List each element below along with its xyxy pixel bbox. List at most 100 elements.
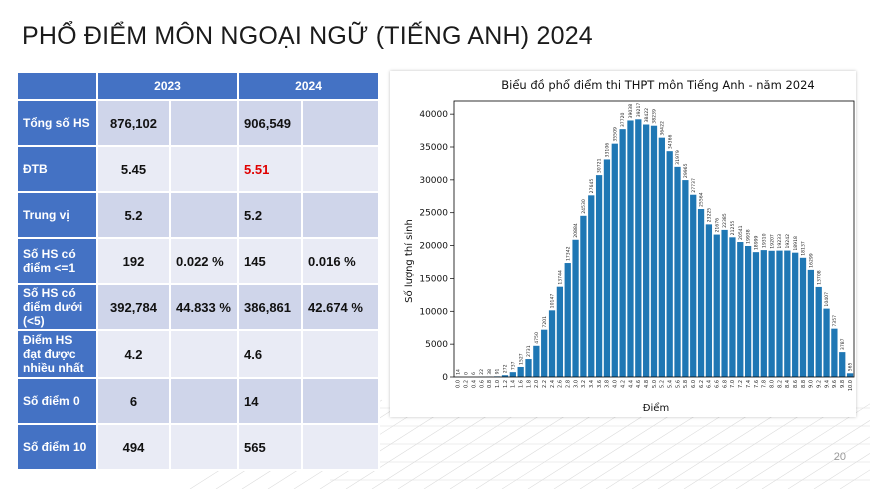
bar-1.8 <box>525 359 532 377</box>
bar-value-label: 35509 <box>612 127 618 142</box>
bar-6.6 <box>713 234 720 377</box>
bar-2.6 <box>556 286 564 377</box>
x-tick-label: 8.4 <box>785 380 791 388</box>
bar-value-label: 17342 <box>565 246 571 261</box>
bar-value-label: 14 <box>456 369 462 375</box>
bar-6.4 <box>705 224 713 377</box>
x-tick-label: 2.2 <box>542 380 548 388</box>
value-2023: 494 <box>96 423 171 471</box>
bar-value-label: 20541 <box>738 225 744 240</box>
bar-value-label: 13744 <box>557 270 563 285</box>
percent-2023 <box>168 99 240 147</box>
bar-7.4 <box>744 245 752 377</box>
percent-2024 <box>301 377 381 425</box>
bar-value-label: 19207 <box>769 234 775 249</box>
x-axis-label: Điểm <box>643 401 669 414</box>
x-tick-label: 9.0 <box>809 380 815 388</box>
bar-value-label: 19938 <box>746 229 752 244</box>
x-tick-label: 3.0 <box>573 380 579 388</box>
x-tick-label: 9.4 <box>824 380 830 388</box>
value-2024: 14 <box>237 377 304 425</box>
percent-2024 <box>301 329 381 379</box>
x-tick-label: 3.6 <box>597 380 603 388</box>
x-tick-label: 8.0 <box>769 380 775 388</box>
percent-2024: 42.674 % <box>301 283 381 331</box>
bar-4.0 <box>611 143 618 377</box>
table-row: Trung vị 5.2 5.2 <box>16 191 381 239</box>
value-2024: 386,861 <box>237 283 304 331</box>
bar-value-label: 36422 <box>659 121 665 136</box>
x-tick-label: 9.6 <box>832 380 838 388</box>
bar-4.8 <box>643 124 650 377</box>
x-tick-label: 9.2 <box>817 380 823 388</box>
table-row: Số HS có điểm dưới (<5) 392,784 44.833 %… <box>16 283 381 331</box>
bar-5.2 <box>658 137 665 377</box>
row-label: ĐTB <box>16 145 98 193</box>
x-tick-label: 7.0 <box>730 380 736 388</box>
x-tick-label: 0.8 <box>487 380 493 388</box>
header-2024: 2024 <box>237 71 381 101</box>
row-label: Số HS có điểm <=1 <box>16 237 98 285</box>
bars <box>454 119 854 378</box>
percent-2024 <box>301 145 381 193</box>
y-tick-label: 10000 <box>419 307 448 317</box>
x-tick-label: 3.8 <box>605 380 611 388</box>
bar-value-label: 37720 <box>620 112 626 127</box>
chart-panel: Biểu đồ phổ điểm thi THPT môn Tiếng Anh … <box>390 71 856 417</box>
bar-value-label: 737 <box>510 361 516 370</box>
x-tick-label: 0.4 <box>471 380 477 388</box>
y-tick-label: 30000 <box>419 176 448 186</box>
bar-8.6 <box>792 252 799 377</box>
bar-8.4 <box>784 250 791 377</box>
value-2024-highlight: 5.51 <box>237 145 304 193</box>
x-tick-label: 5.2 <box>660 380 666 388</box>
bar-value-label: 565 <box>848 362 854 371</box>
bar-value-label: 1527 <box>518 353 524 365</box>
bar-3.4 <box>588 195 595 377</box>
bar-10.0 <box>846 373 854 377</box>
value-2024: 906,549 <box>237 99 304 147</box>
y-axis-label: Số lượng thí sinh <box>403 219 415 303</box>
bar-2.0 <box>533 345 540 377</box>
y-tick-label: 15000 <box>419 274 448 284</box>
bar-value-label: 30721 <box>597 158 603 173</box>
bar-7.2 <box>737 242 744 377</box>
value-2024: 145 <box>237 237 304 285</box>
x-tick-label: 1.6 <box>518 380 524 388</box>
y-tick-label: 0 <box>442 373 448 383</box>
bar-value-label: 38239 <box>652 109 658 124</box>
header-corner <box>16 71 98 101</box>
bar-value-label: 13708 <box>816 270 822 285</box>
row-label: Tổng số HS <box>16 99 98 147</box>
bar-9.0 <box>807 269 814 377</box>
percent-2024 <box>301 191 381 239</box>
bar-value-label: 16299 <box>808 253 814 268</box>
header-2023: 2023 <box>95 71 240 101</box>
bar-5.8 <box>682 180 689 377</box>
x-tick-label: 1.8 <box>526 380 532 388</box>
slide-title: PHỔ ĐIỂM MÔN NGOẠI NGỮ (TIẾNG ANH) 2024 <box>22 22 593 50</box>
value-2023: 5.2 <box>96 191 171 239</box>
bar-9.4 <box>823 308 830 377</box>
comparison-table: 2023 2024 Tổng số HS 876,102 906,549 ĐTB… <box>16 71 381 471</box>
bar-1.4 <box>509 372 516 377</box>
bar-1.2 <box>501 375 509 377</box>
x-tick-label: 6.6 <box>715 380 721 388</box>
x-tick-label: 2.8 <box>566 380 572 388</box>
bar-value-label: 20884 <box>573 223 579 238</box>
x-tick-label: 2.4 <box>550 380 556 388</box>
value-2023: 392,784 <box>96 283 171 331</box>
bar-value-label: 272 <box>503 364 509 373</box>
bar-2.8 <box>564 263 571 377</box>
y-tick-label: 5000 <box>425 340 448 350</box>
y-tick-label: 25000 <box>419 209 448 219</box>
bar-4.4 <box>627 120 634 378</box>
table-row: ĐTB 5.45 5.51 <box>16 145 381 193</box>
x-tick-label: 5.8 <box>683 380 689 388</box>
x-tick-label: 2.0 <box>534 380 540 388</box>
x-tick-label: 8.2 <box>777 380 783 388</box>
x-tick-label: 7.4 <box>746 380 752 388</box>
percent-2023 <box>168 191 240 239</box>
percent-2023: 0.022 % <box>168 237 240 285</box>
